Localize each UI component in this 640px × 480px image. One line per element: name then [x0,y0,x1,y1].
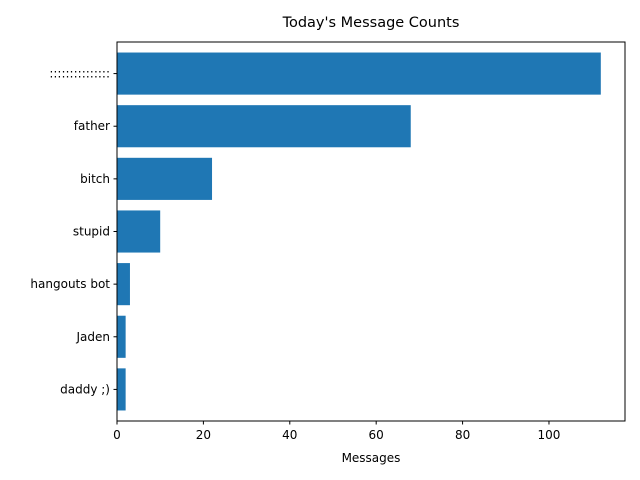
chart-title: Today's Message Counts [282,15,460,31]
y-tick-label-0: ::::::::::::::: [49,67,110,81]
x-tick-label-0: 0 [113,428,121,442]
y-tick-label-4: hangouts bot [30,277,110,291]
bar-5 [117,315,126,358]
x-axis-label: Messages [342,451,401,465]
y-tick-label-6: daddy ;) [60,382,110,396]
bar-1 [117,105,411,148]
plot-frame [116,41,626,422]
y-tick-label-5: Jaden [76,330,111,344]
x-tick-label-5: 100 [538,428,561,442]
y-tick-label-1: father [74,119,110,133]
bar-4 [117,263,130,306]
y-tick-label-2: bitch [80,172,110,186]
bar-6 [117,368,126,411]
x-tick-label-2: 40 [282,428,297,442]
bar-0 [117,52,601,95]
bar-2 [117,157,213,200]
axes-layer [116,41,626,422]
bars-layer [117,52,601,411]
bar-3 [117,210,161,253]
ticks-layer: :::::::::::::::fatherbitchstupidhangouts… [30,67,560,442]
x-tick-label-4: 80 [455,428,470,442]
x-tick-label-3: 60 [369,428,384,442]
y-tick-label-3: stupid [73,225,110,239]
x-tick-label-1: 20 [196,428,211,442]
